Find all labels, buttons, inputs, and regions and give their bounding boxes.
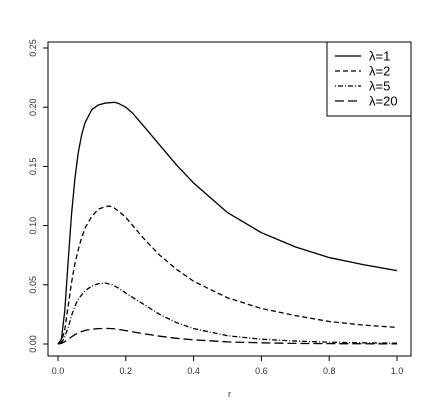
x-axis: 0.0 0.2 0.4 0.6 0.8 1.0: [52, 356, 404, 376]
plot-frame: [47, 41, 412, 357]
series-line-4: [57, 327, 398, 345]
x-tick-label: 0.2: [120, 366, 133, 376]
legend-label-2: λ=2: [369, 64, 390, 79]
y-tick-label: 0.00: [28, 335, 38, 353]
y-tick-label: 0.10: [28, 217, 38, 235]
y-tick-label: 0.05: [28, 276, 38, 294]
legend-label-1: λ=1: [369, 49, 390, 64]
x-tick-label: 0.4: [187, 366, 200, 376]
legend-label-4: λ=20: [369, 94, 398, 109]
x-tick-label: 0.8: [323, 366, 336, 376]
series-line-2: [57, 205, 398, 345]
legend-label-3: λ=5: [369, 79, 390, 94]
legend-box: [326, 41, 412, 117]
series-line-3: [57, 282, 398, 345]
y-tick-label: 0.15: [28, 158, 38, 176]
x-tick-label: 0.6: [255, 366, 268, 376]
legend: λ=1λ=2λ=5λ=20: [326, 41, 412, 117]
series-layer: [57, 101, 398, 345]
x-axis-title: r: [228, 389, 231, 399]
y-axis: 0.00 0.05 0.10 0.15 0.20 0.25: [28, 39, 48, 353]
series-line-1: [57, 101, 398, 345]
y-tick-label: 0.20: [28, 98, 38, 116]
y-tick-label: 0.25: [28, 39, 38, 57]
x-tick-label: 0.0: [52, 366, 65, 376]
x-tick-label: 1.0: [391, 366, 404, 376]
